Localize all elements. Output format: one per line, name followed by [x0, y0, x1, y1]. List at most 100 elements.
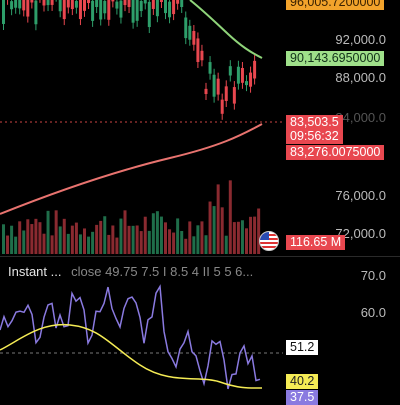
candle-body — [123, 0, 127, 6]
candle-body — [196, 38, 200, 62]
volume-bar — [107, 234, 111, 254]
volume-bar — [119, 218, 123, 254]
volume-bar — [18, 221, 22, 254]
volume-bar — [139, 231, 143, 254]
candle-body — [236, 66, 240, 84]
candle-body — [111, 0, 115, 2]
candle-body — [127, 0, 131, 8]
volume-bar — [46, 210, 50, 254]
volume-bar — [147, 230, 151, 254]
candle-body — [26, 0, 30, 17]
pane-divider[interactable] — [0, 256, 400, 257]
volume-bar — [91, 231, 95, 254]
candle-body — [253, 60, 257, 79]
volume-bar — [176, 218, 180, 254]
candle-body — [188, 25, 192, 40]
candle-body — [240, 68, 244, 83]
oscillator-purple-line — [0, 284, 261, 390]
candle-body — [30, 0, 34, 3]
volume-bar — [253, 216, 257, 254]
candle-body — [180, 0, 184, 8]
candle-body — [192, 31, 196, 45]
candle-body — [172, 0, 176, 15]
candle-body — [184, 17, 188, 39]
candle-body — [2, 0, 5, 24]
indicator-yellow-tag: 40.2 — [286, 374, 319, 389]
volume-bar — [168, 229, 172, 254]
indicator-header[interactable]: Instant ... close 49.75 7.5 I 8.5 4 II 5… — [8, 264, 253, 279]
price-label: 88,000.0 — [335, 70, 386, 85]
candle-body — [95, 0, 99, 8]
volume-bar — [228, 180, 232, 254]
price-label: 92,000.0 — [335, 32, 386, 47]
candle-body — [147, 1, 151, 28]
volume-bar — [172, 232, 176, 254]
candle-body — [155, 0, 159, 17]
candle-body — [70, 0, 74, 10]
volume-bar — [159, 216, 163, 254]
volume-bar — [192, 236, 196, 254]
volume-bar — [220, 207, 224, 254]
volume-bar — [87, 236, 91, 254]
ma-tag: 90,143.6950000 — [286, 51, 385, 66]
volume-bar — [123, 210, 127, 254]
indicator-scale-label: 70.0 — [360, 268, 386, 283]
volume-bar — [232, 222, 236, 254]
volume-bar — [30, 224, 34, 254]
volume-bar — [180, 230, 184, 254]
volume-bar — [103, 216, 107, 254]
candle-body — [66, 0, 70, 8]
volume-bar — [58, 226, 62, 254]
indicator-scale-label: 60.0 — [360, 305, 386, 320]
volume-bar — [240, 220, 244, 254]
volume-bar — [131, 225, 135, 254]
candle-body — [139, 0, 143, 12]
volume-bar — [200, 221, 204, 254]
candle-body — [74, 0, 78, 8]
indicator-purple-tag: 37.5 — [286, 390, 319, 405]
candle-body — [62, 0, 66, 20]
indicator-name[interactable]: Instant ... — [8, 264, 62, 279]
candle-body — [143, 0, 147, 4]
volume-tag: 116.65 M — [286, 235, 346, 250]
candle-body — [208, 62, 212, 74]
volume-bar — [236, 221, 240, 254]
volume-bar — [66, 233, 70, 254]
volume-bar — [127, 225, 131, 254]
indicator-mid-tag: 51.2 — [286, 340, 319, 355]
candle-body — [216, 78, 220, 95]
volume-bar — [188, 221, 192, 254]
oscillator-yellow-line — [0, 323, 263, 389]
volume-bar — [14, 236, 18, 254]
candle-body — [151, 0, 155, 9]
candle-body — [83, 0, 86, 11]
candle-body — [159, 0, 163, 3]
candle-body — [10, 1, 14, 10]
candle-body — [103, 0, 107, 14]
volume-bar — [50, 235, 54, 254]
volume-bar — [22, 230, 26, 254]
indicator-values: close 49.75 7.5 I 8.5 4 II 5 5 6... — [71, 264, 254, 279]
volume-bar — [6, 235, 10, 254]
candle-body — [42, 0, 46, 6]
volume-bar — [10, 225, 14, 254]
volume-bar — [42, 233, 46, 254]
volume-bar — [212, 206, 216, 254]
candle-body — [115, 1, 119, 9]
candle-body — [99, 0, 103, 20]
candle-body — [22, 0, 26, 11]
candle-body — [78, 0, 82, 20]
ema-tag: 83,276.0075000 — [286, 145, 385, 160]
candle-body — [212, 74, 216, 97]
price-label: 84,000.0 — [335, 110, 386, 125]
candle-body — [14, 0, 18, 8]
ma-line — [189, 0, 263, 59]
candle-body — [200, 50, 204, 61]
volume-bar — [115, 237, 119, 254]
candle-body — [176, 0, 180, 4]
volume-bar — [54, 210, 58, 254]
volume-bar — [216, 184, 220, 254]
ema-line — [0, 123, 263, 215]
